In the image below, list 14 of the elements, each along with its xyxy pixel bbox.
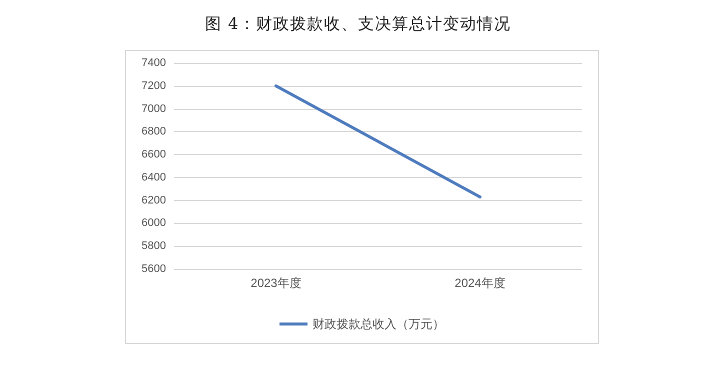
y-tick-label: 6200 xyxy=(142,194,166,206)
y-tick-label: 7000 xyxy=(142,102,166,115)
y-tick-label: 6000 xyxy=(142,217,166,230)
y-tick-label: 6600 xyxy=(142,148,166,161)
x-tick-label: 2023年度 xyxy=(250,276,302,290)
y-tick-label: 5800 xyxy=(142,240,166,252)
chart-title: 图 4：财政拨款收、支决算总计变动情况 xyxy=(204,14,512,35)
x-tick-label: 2024年度 xyxy=(454,276,506,290)
y-tick-label: 6400 xyxy=(142,171,166,184)
y-tick-label: 5600 xyxy=(142,263,166,275)
y-tick-label: 7200 xyxy=(142,80,166,92)
legend-label: 财政拨款总收入（万元） xyxy=(312,317,444,331)
y-tick-label: 6800 xyxy=(142,126,166,138)
y-tick-label: 7400 xyxy=(142,57,166,69)
